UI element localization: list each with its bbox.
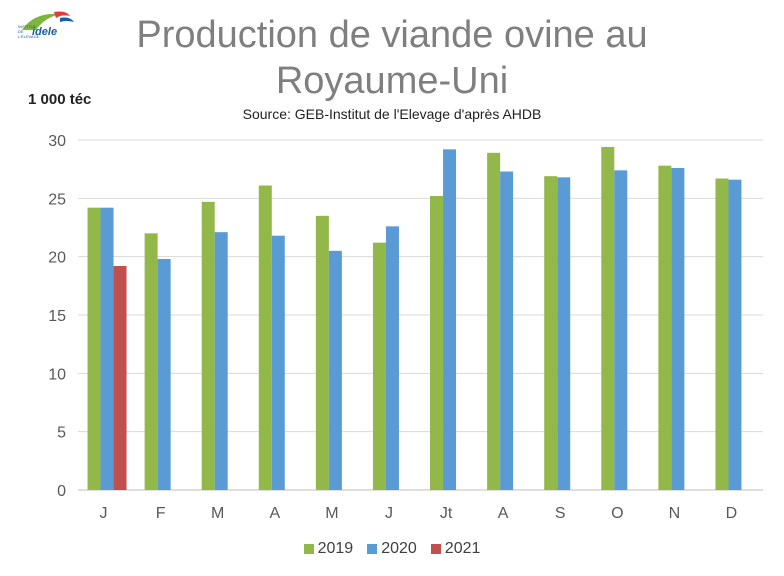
logo-brand: idele: [32, 26, 58, 38]
y-tick-label: 0: [57, 483, 66, 500]
bar-2019-3: [258, 185, 272, 490]
bar-2019-5: [372, 242, 386, 490]
x-tick-label: S: [555, 505, 566, 522]
x-tick-label: D: [726, 505, 738, 522]
bar-2019-6: [430, 196, 444, 490]
logo-tagline: INSTITUT DE L'ÉLEVAGE: [18, 24, 40, 39]
logo-swoosh-icon: [22, 11, 74, 30]
bar-2019-8: [544, 176, 558, 490]
bar-2020-1: [157, 259, 171, 490]
legend-item-2019: 2019: [303, 540, 354, 558]
bar-2021-0: [113, 266, 127, 490]
x-tick-label: Jt: [440, 505, 453, 522]
bar-2020-6: [443, 149, 457, 491]
bar-2020-8: [557, 177, 571, 491]
bar-2019-10: [658, 165, 672, 490]
bar-2020-3: [271, 235, 285, 490]
bar-2019-4: [315, 215, 329, 491]
legend-label-2021: 2021: [444, 540, 481, 557]
legend-item-2020: 2020: [367, 540, 417, 558]
bar-2019-7: [487, 152, 501, 491]
bar-2020-10: [671, 168, 685, 490]
y-axis-unit-label: 1 000 téc: [28, 91, 92, 108]
chart-source: Source: GEB-Institut de l'Elevage d'aprè…: [242, 106, 542, 122]
legend-swatch-2020: [367, 544, 378, 554]
bar-2019-9: [601, 147, 615, 490]
bar-2020-9: [614, 170, 628, 491]
y-tick-label: 5: [57, 425, 66, 442]
bar-2019-1: [144, 233, 158, 491]
x-tick-label: O: [611, 505, 623, 522]
y-tick-label: 15: [48, 308, 66, 325]
legend-item-2021: 2021: [430, 540, 481, 558]
legend-label-2020: 2020: [381, 540, 417, 557]
logo: [14, 8, 80, 38]
y-tick-label: 20: [48, 250, 66, 267]
y-tick-label: 25: [48, 191, 66, 208]
bar-2019-0: [87, 207, 101, 490]
bar-2019-11: [715, 178, 729, 490]
y-tick-label: 10: [48, 366, 66, 383]
y-tick-label: 30: [48, 133, 66, 150]
x-tick-label: M: [325, 505, 338, 522]
bar-2020-2: [214, 232, 228, 490]
legend-swatch-2019: [303, 544, 314, 554]
x-tick-label: A: [498, 505, 509, 522]
x-tick-label: J: [385, 505, 393, 522]
x-tick-label: F: [156, 505, 166, 522]
bar-2020-11: [728, 179, 742, 490]
bar-2020-4: [328, 250, 342, 490]
x-tick-label: N: [669, 505, 681, 522]
chart-legend: 2019 2020 2021: [0, 540, 784, 558]
x-tick-label: M: [211, 505, 224, 522]
legend-label-2019: 2019: [317, 540, 354, 557]
bar-2020-7: [500, 171, 514, 490]
bar-2020-5: [385, 226, 399, 491]
legend-swatch-2021: [430, 544, 441, 554]
bar-2019-2: [201, 201, 215, 491]
chart-title: Production de viande ovine au Royaume-Un…: [136, 14, 648, 102]
x-tick-label: A: [269, 505, 280, 522]
x-tick-label: J: [100, 505, 108, 522]
bar-2020-0: [100, 207, 114, 490]
